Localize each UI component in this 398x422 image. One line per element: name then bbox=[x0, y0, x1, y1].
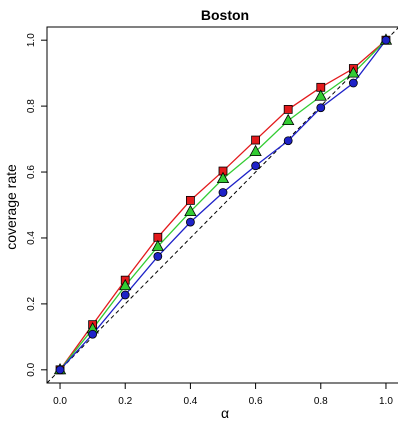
point-triangle bbox=[216, 171, 230, 184]
y-axis-title: coverage rate bbox=[3, 164, 19, 250]
y-tick-label: 0.2 bbox=[26, 297, 37, 311]
point-square bbox=[186, 195, 195, 205]
point-circle bbox=[186, 217, 195, 227]
point-triangle bbox=[314, 89, 327, 101]
y-tick-label: 0.4 bbox=[26, 231, 37, 245]
point-circle bbox=[348, 78, 358, 88]
point-circle bbox=[153, 252, 163, 261]
y-tick-label: 0.0 bbox=[26, 362, 37, 376]
x-tick-label: 0.8 bbox=[314, 396, 328, 407]
point-square bbox=[251, 135, 260, 145]
plot-frame bbox=[46, 26, 398, 384]
point-circle bbox=[218, 188, 228, 197]
chart-title: Boston bbox=[201, 7, 249, 23]
point-square bbox=[283, 105, 293, 114]
point-triangle bbox=[151, 239, 164, 251]
series-line-red bbox=[59, 39, 387, 371]
x-tick-label: 0.6 bbox=[249, 396, 263, 407]
plot-area: 0.0 0.2 0.4 0.6 0.8 1.0 0.0 0.2 0.4 0.6 0.8 1.0 bbox=[26, 26, 398, 407]
point-triangle bbox=[249, 144, 262, 157]
point-circle bbox=[88, 329, 98, 339]
point-circle bbox=[381, 35, 391, 45]
point-circle bbox=[316, 103, 326, 113]
y-tick-label: 0.6 bbox=[26, 165, 37, 179]
y-tick-label: 1.0 bbox=[26, 33, 37, 47]
point-triangle bbox=[347, 66, 360, 78]
x-axis-title: α bbox=[221, 405, 229, 421]
point-triangle bbox=[184, 204, 197, 216]
series-line-green bbox=[59, 39, 387, 371]
point-circle bbox=[283, 136, 293, 146]
x-tick-label: 1.0 bbox=[379, 396, 393, 407]
point-triangle bbox=[119, 278, 132, 291]
point-circle bbox=[55, 365, 65, 375]
point-triangle bbox=[282, 113, 295, 126]
point-circle bbox=[120, 290, 130, 300]
x-tick-label: 0.4 bbox=[183, 396, 197, 407]
series-line-blue bbox=[59, 39, 387, 371]
x-tick-label: 0.2 bbox=[118, 396, 132, 407]
y-tick-label: 0.8 bbox=[26, 99, 37, 113]
point-circle bbox=[251, 161, 260, 171]
x-tick-label: 0.0 bbox=[53, 396, 67, 407]
reference-line bbox=[46, 27, 398, 384]
